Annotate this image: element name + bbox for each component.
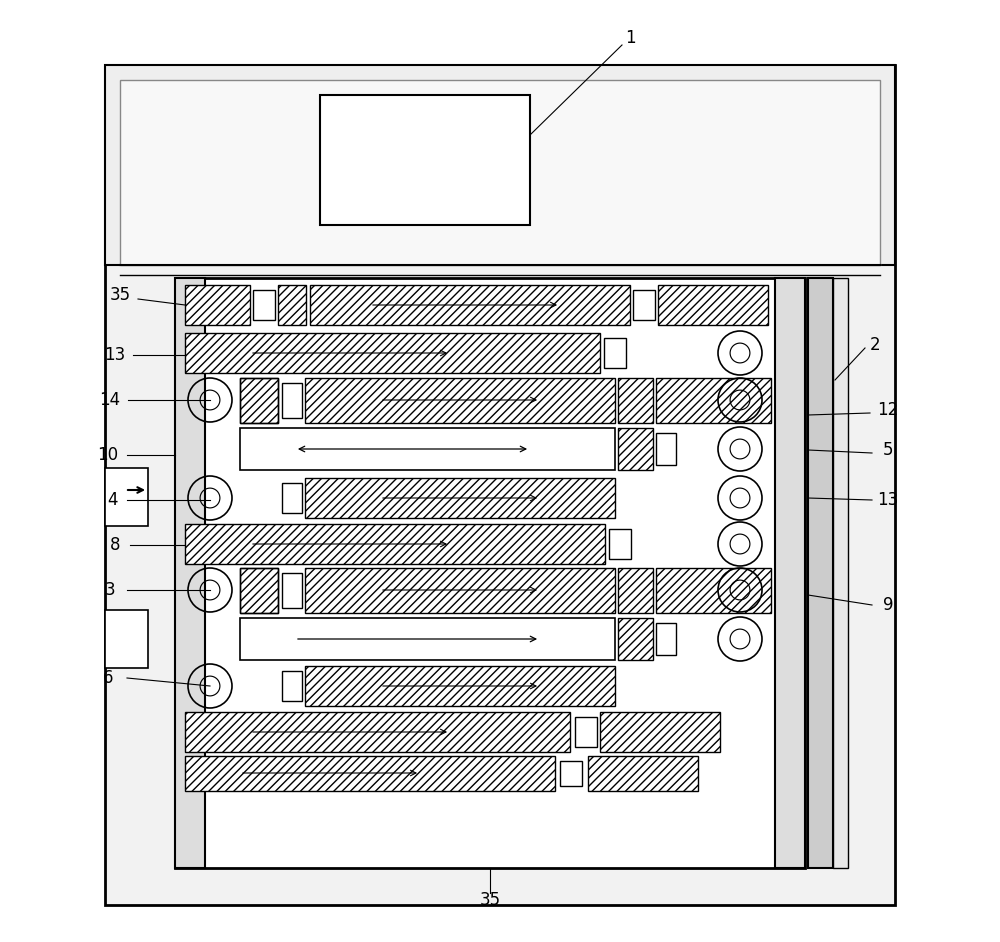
Bar xyxy=(833,278,848,868)
Bar xyxy=(808,278,833,868)
Bar xyxy=(185,756,555,791)
Text: 5: 5 xyxy=(883,441,893,459)
Bar xyxy=(575,717,597,747)
Bar xyxy=(633,290,655,320)
Text: 14: 14 xyxy=(99,391,121,409)
Text: 4: 4 xyxy=(107,491,117,509)
Bar xyxy=(609,529,631,559)
Bar xyxy=(105,468,148,526)
Bar xyxy=(240,428,615,470)
Bar xyxy=(305,478,615,518)
Text: 10: 10 xyxy=(97,446,119,464)
Bar xyxy=(656,568,771,613)
Bar xyxy=(618,378,653,423)
Bar xyxy=(240,568,278,613)
Bar xyxy=(278,285,306,325)
Bar xyxy=(775,278,805,868)
Text: 6: 6 xyxy=(103,669,113,687)
Bar xyxy=(560,761,582,786)
Bar xyxy=(305,378,615,423)
Bar xyxy=(120,80,880,265)
Text: 8: 8 xyxy=(110,536,120,554)
Bar xyxy=(175,278,805,868)
Bar xyxy=(320,95,530,225)
Bar xyxy=(105,65,895,905)
Text: 9: 9 xyxy=(883,596,893,614)
Text: 13: 13 xyxy=(104,346,126,364)
Bar xyxy=(282,573,302,608)
Bar xyxy=(240,618,615,660)
Bar xyxy=(618,428,653,470)
Text: 35: 35 xyxy=(479,891,501,909)
Text: 12: 12 xyxy=(877,401,899,419)
Bar xyxy=(618,618,653,660)
Bar xyxy=(310,285,630,325)
Bar xyxy=(185,333,600,373)
Bar xyxy=(185,524,605,564)
Text: 1: 1 xyxy=(625,29,635,47)
Bar xyxy=(658,285,768,325)
Bar xyxy=(240,378,278,423)
Bar xyxy=(604,338,626,368)
Text: 35: 35 xyxy=(109,286,131,304)
Text: 3: 3 xyxy=(105,581,115,599)
Bar xyxy=(185,285,250,325)
Bar xyxy=(282,483,302,513)
Bar xyxy=(305,568,615,613)
Bar xyxy=(105,65,895,265)
Text: 2: 2 xyxy=(870,336,880,354)
Bar xyxy=(600,712,720,752)
Bar xyxy=(618,568,653,613)
Bar xyxy=(282,671,302,701)
Bar xyxy=(185,712,570,752)
Bar xyxy=(656,623,676,655)
Bar xyxy=(240,568,278,613)
Bar xyxy=(656,378,771,423)
Bar xyxy=(175,278,205,868)
Bar xyxy=(305,666,615,706)
Bar xyxy=(656,433,676,465)
Text: 13: 13 xyxy=(877,491,899,509)
Bar xyxy=(282,383,302,418)
Bar xyxy=(240,378,278,423)
Bar xyxy=(253,290,275,320)
Bar xyxy=(588,756,698,791)
Bar xyxy=(105,610,148,668)
